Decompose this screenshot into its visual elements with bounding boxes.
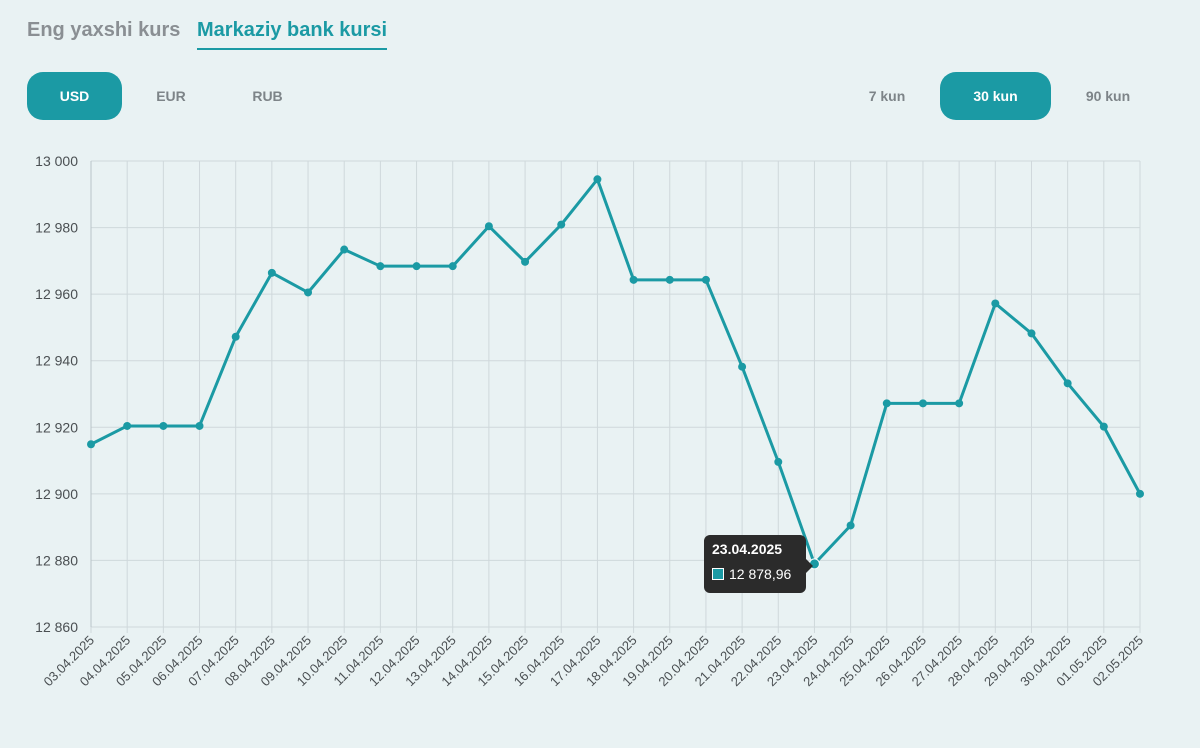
data-point[interactable] [304, 288, 313, 297]
y-tick-label: 12 920 [35, 419, 78, 435]
data-point[interactable] [882, 399, 891, 408]
data-point[interactable] [376, 262, 385, 271]
data-point[interactable] [1027, 329, 1036, 338]
period-90-days-button[interactable]: 90 kun [1085, 88, 1131, 104]
data-point[interactable] [87, 440, 95, 449]
data-point[interactable] [448, 262, 457, 271]
y-tick-label: 12 980 [35, 220, 78, 236]
y-tick-label: 12 960 [35, 286, 78, 302]
data-point[interactable] [267, 268, 276, 277]
data-point[interactable] [701, 275, 710, 284]
data-point[interactable] [1099, 422, 1108, 431]
data-point[interactable] [918, 399, 927, 408]
period-7-days-button[interactable]: 7 kun [868, 88, 906, 104]
chart-series [87, 175, 1144, 570]
data-point[interactable] [231, 332, 240, 341]
data-point[interactable] [1136, 489, 1144, 498]
y-tick-label: 12 900 [35, 486, 78, 502]
y-tick-label: 12 940 [35, 353, 78, 369]
data-point[interactable] [412, 262, 421, 271]
data-point[interactable] [521, 257, 530, 266]
tab-best-rate[interactable]: Eng yaxshi kurs [27, 19, 181, 41]
data-point[interactable] [195, 421, 204, 430]
data-point[interactable] [1063, 379, 1072, 388]
period-30-days-button[interactable]: 30 kun [940, 72, 1051, 120]
data-point[interactable] [991, 299, 1000, 308]
data-point[interactable] [846, 521, 855, 530]
data-point[interactable] [955, 399, 964, 408]
data-point[interactable] [629, 275, 638, 284]
data-point[interactable] [557, 220, 566, 229]
tooltip-date: 23.04.2025 [712, 541, 783, 557]
data-point[interactable] [340, 245, 349, 254]
data-point[interactable] [484, 222, 493, 231]
currency-eur-button[interactable]: EUR [156, 88, 186, 104]
data-point[interactable] [665, 275, 674, 284]
data-point[interactable] [123, 421, 132, 430]
currency-rub-button[interactable]: RUB [252, 88, 283, 104]
series-line [90, 177, 1142, 566]
tooltip-series-swatch [712, 568, 724, 580]
y-tick-label: 12 860 [35, 619, 78, 635]
currency-usd-button[interactable]: USD [27, 72, 122, 120]
chart-tooltip: 23.04.2025 12 878,96 [704, 535, 813, 593]
tooltip-value: 12 878,96 [729, 566, 792, 582]
data-point[interactable] [159, 421, 168, 430]
data-point[interactable] [738, 362, 747, 371]
data-point[interactable] [593, 175, 602, 184]
y-tick-label: 13 000 [35, 153, 78, 169]
data-point[interactable] [774, 457, 783, 466]
tab-central-bank-rate[interactable]: Markaziy bank kursi [197, 16, 388, 50]
y-tick-label: 12 880 [35, 552, 78, 568]
